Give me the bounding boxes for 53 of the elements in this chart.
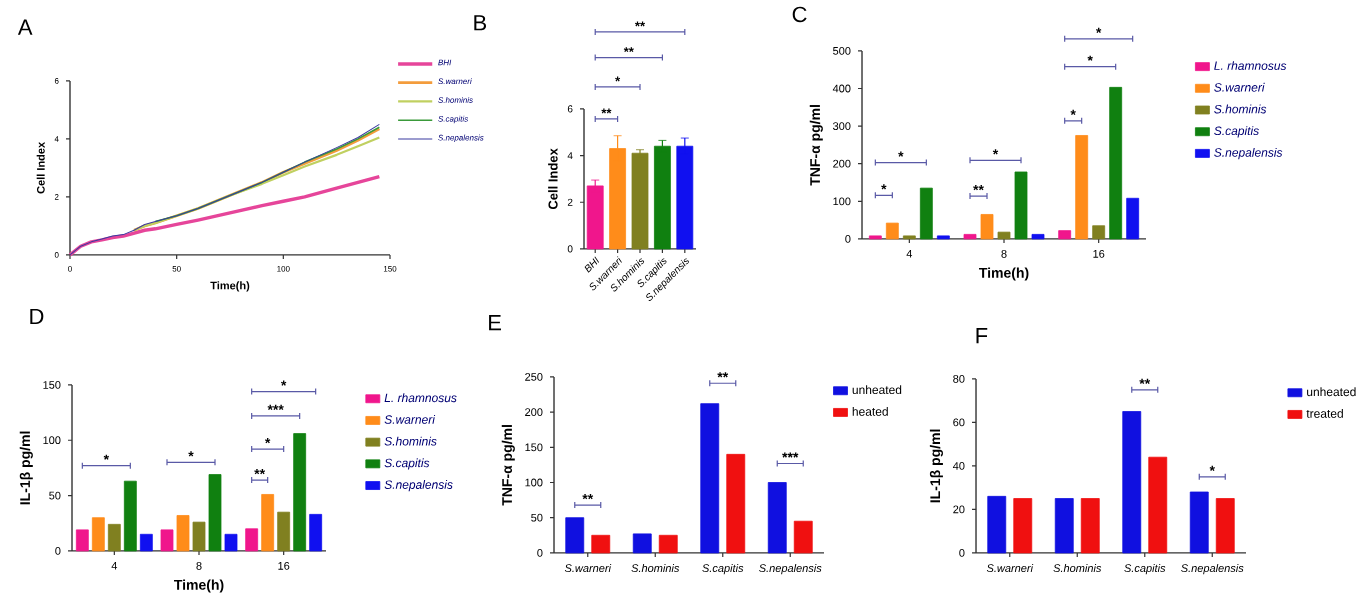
bar: [75, 529, 89, 551]
bar: [1092, 224, 1106, 239]
bar: [1080, 497, 1100, 553]
bar: [654, 145, 671, 249]
bar: [885, 222, 899, 239]
bar: [700, 402, 720, 553]
bar: [980, 213, 994, 239]
bar: [176, 514, 190, 551]
bar: [1054, 497, 1074, 553]
bar: [1189, 491, 1209, 553]
bar: [91, 516, 105, 551]
bar: [793, 520, 813, 553]
bar: [565, 516, 585, 553]
bar: [726, 453, 746, 553]
bar: [160, 529, 174, 551]
bar: [1109, 86, 1123, 239]
bar: [1126, 197, 1140, 239]
bar: [293, 432, 307, 551]
bar: [261, 493, 275, 551]
bar: [309, 513, 323, 551]
bar: [919, 187, 933, 239]
bar: [591, 534, 611, 553]
bar: [963, 233, 977, 239]
bar: [139, 533, 153, 551]
bar: [1148, 456, 1168, 553]
bar: [767, 481, 787, 553]
bar: [107, 523, 121, 551]
bar: [997, 231, 1011, 239]
bar: [631, 152, 649, 249]
chart-title: D: [30, 308, 44, 324]
bar: [987, 495, 1007, 553]
bar: [1122, 410, 1142, 553]
bar: [1215, 497, 1235, 553]
bar: [1075, 134, 1089, 239]
bar: [1013, 497, 1033, 553]
chart-title: B: [474, 14, 487, 30]
bar: [224, 533, 238, 551]
bar: [277, 511, 291, 551]
bar: [658, 534, 678, 553]
bar: [245, 527, 259, 551]
chart-title: A: [17, 19, 33, 35]
bar: [192, 521, 206, 551]
bar: [632, 533, 652, 553]
chart-title: E: [489, 314, 501, 330]
chart-title: F: [976, 327, 988, 343]
bar: [1014, 171, 1028, 239]
bar: [208, 473, 222, 551]
bar: [123, 480, 137, 551]
bar: [676, 145, 694, 249]
bar: [586, 185, 604, 249]
bar: [1031, 233, 1045, 239]
chart-title: C: [792, 6, 807, 22]
bar: [1058, 229, 1072, 239]
